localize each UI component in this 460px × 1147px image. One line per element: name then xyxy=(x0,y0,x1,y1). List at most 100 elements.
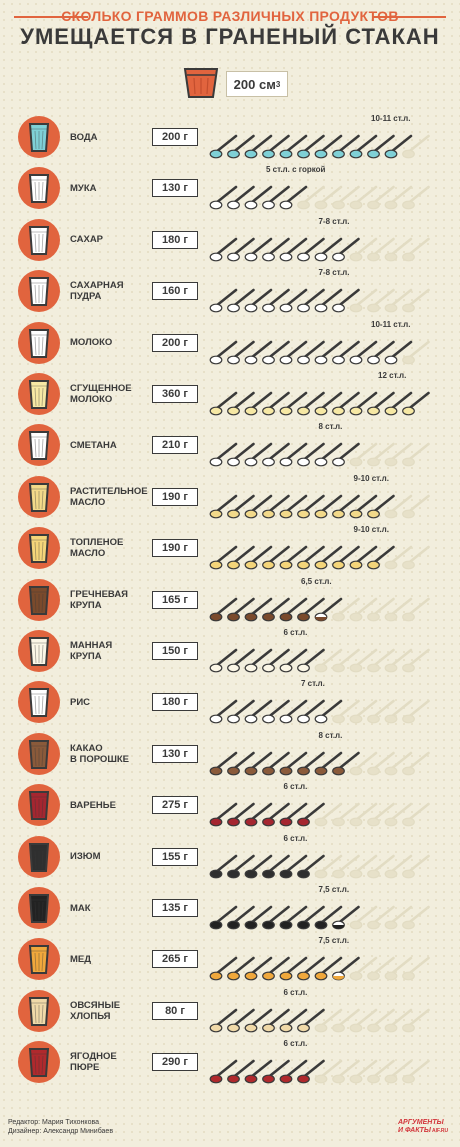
product-name-line: МЕД xyxy=(70,953,92,965)
glass-icon xyxy=(18,218,60,261)
spoon-full xyxy=(314,391,343,416)
spoon-empty xyxy=(384,186,413,210)
spoon-full xyxy=(279,648,308,673)
spoon-full xyxy=(384,340,413,364)
spoon-full xyxy=(262,186,290,210)
spoon-full xyxy=(367,545,395,570)
spoon-empty xyxy=(297,186,325,210)
subtitle: СКОЛЬКО ГРАММОВ РАЗЛИЧНЫХ ПРОДУКТОВ xyxy=(61,8,399,24)
product-name-line: СМЕТАНА xyxy=(70,439,117,451)
product-name: РИС xyxy=(70,679,150,725)
product-name-line: САХАР xyxy=(70,234,104,246)
spoon-full xyxy=(297,1059,325,1084)
spoon-full xyxy=(227,905,255,930)
product-name: МЕД xyxy=(70,936,150,982)
glass-icon xyxy=(18,989,60,1032)
weight-value: 180 г xyxy=(152,693,198,712)
spoon-full xyxy=(297,545,325,570)
product-row: ОВСЯНЫЕ ХЛОПЬЯ 80 г 6 ст.л. xyxy=(0,988,460,1040)
spoon-full xyxy=(332,443,360,467)
spoon-full xyxy=(262,597,290,621)
spoon-full xyxy=(297,1008,325,1033)
spoon-full xyxy=(279,237,308,262)
spoon-empty xyxy=(402,1008,430,1033)
spoon-full xyxy=(227,237,255,262)
spoon-full xyxy=(244,957,273,981)
spoon-full xyxy=(279,1059,308,1084)
spoon-full xyxy=(227,597,255,621)
product-row: РИС 180 г 7 ст.л. xyxy=(0,679,460,731)
spoon-full xyxy=(349,494,378,519)
spoon-full xyxy=(262,391,290,416)
spoon-bar xyxy=(209,186,430,210)
product-name-line: ПУДРА xyxy=(70,291,102,303)
weight-value: 130 г xyxy=(152,744,198,763)
spoon-half xyxy=(332,905,360,930)
product-name-lines: ЯГОДНОЕ ПЮРЕ xyxy=(70,1051,117,1073)
spoon-empty xyxy=(402,494,430,519)
spoon-full xyxy=(209,391,238,416)
product-name-line: ОВСЯНЫЕ xyxy=(70,999,121,1011)
page-title: УМЕЩАЕТСЯ В ГРАНЕНЫЙ СТАКАН xyxy=(20,24,440,49)
spoon-full xyxy=(209,1059,238,1084)
spoon-count-note: 5 ст.л. с горкой xyxy=(266,165,326,175)
spoon-empty xyxy=(349,854,378,878)
product-name: ЯГОДНОЕ ПЮРЕ xyxy=(70,1039,150,1085)
spoon-count-note: 7-8 ст.л. xyxy=(318,268,350,278)
product-name-line: МАННАЯ xyxy=(70,640,113,651)
spoon-count-note: 6 ст.л. xyxy=(283,1039,308,1049)
spoon-full xyxy=(209,134,238,159)
product-name: МУКА xyxy=(70,165,150,211)
product-row: ГРЕЧНЕВАЯ КРУПА 165 г 6,5 ст.л. xyxy=(0,577,460,629)
spoon-empty xyxy=(314,802,343,827)
glass-icon xyxy=(18,270,60,313)
spoon-empty xyxy=(384,494,413,519)
spoon-count-note: 9-10 ст.л. xyxy=(353,525,389,535)
spoon-half xyxy=(314,597,343,621)
spoon-full xyxy=(262,700,290,724)
product-name: ОВСЯНЫЕ ХЛОПЬЯ xyxy=(70,988,150,1034)
spoon-full xyxy=(297,443,325,467)
spoon-full xyxy=(279,134,308,159)
product-name-line: ТОПЛЕНОЕ xyxy=(70,537,124,549)
spoon-full xyxy=(244,802,273,827)
spoon-full xyxy=(262,905,290,930)
glass-icon xyxy=(18,681,60,724)
spoon-full xyxy=(262,1059,290,1084)
spoon-empty xyxy=(402,340,430,364)
product-name-lines: КАКАО В ПОРОШКЕ xyxy=(70,743,129,765)
spoon-empty xyxy=(314,854,343,878)
product-name-line: КРУПА xyxy=(70,599,102,611)
volume-unit: см xyxy=(259,76,276,92)
spoon-empty xyxy=(332,700,360,724)
spoon-empty xyxy=(402,545,430,570)
product-row: САХАР 180 г 7-8 ст.л. xyxy=(0,217,460,269)
spoon-full xyxy=(314,751,343,776)
spoon-empty xyxy=(367,1059,395,1084)
spoon-bar xyxy=(209,648,430,673)
spoon-full xyxy=(297,648,325,673)
spoon-full xyxy=(297,700,325,724)
glass-icon xyxy=(18,527,60,570)
spoon-full xyxy=(209,494,238,519)
weight-value: 190 г xyxy=(152,487,198,506)
volume-value: 200 xyxy=(233,76,256,92)
spoon-full xyxy=(262,802,290,827)
spoon-count-note: 7,5 ст.л. xyxy=(318,936,350,946)
spoon-full xyxy=(262,648,290,673)
spoon-empty xyxy=(384,751,413,776)
spoon-full xyxy=(244,905,273,930)
weight-value: 160 г xyxy=(152,282,198,301)
product-name-line: МУКА xyxy=(70,182,97,194)
spoon-full xyxy=(209,288,238,313)
spoon-full xyxy=(314,905,343,930)
spoon-empty xyxy=(384,648,413,673)
spoon-empty xyxy=(384,802,413,827)
spoon-count-note: 6 ст.л. xyxy=(283,833,308,843)
spoon-empty xyxy=(349,751,378,776)
product-row: МАННАЯ КРУПА 150 г 6 ст.л. xyxy=(0,628,460,680)
spoon-empty xyxy=(367,854,395,878)
glass-icon xyxy=(18,578,60,621)
product-name-line: САХАРНАЯ xyxy=(70,280,124,292)
spoon-full xyxy=(279,905,308,930)
